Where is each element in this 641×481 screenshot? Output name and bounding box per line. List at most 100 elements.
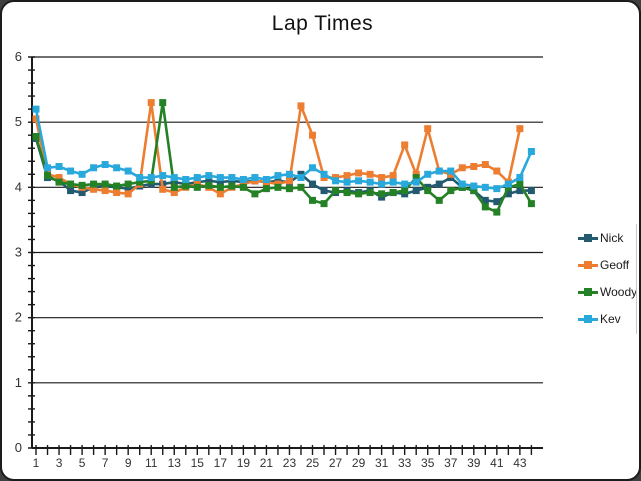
series-marker-geoff xyxy=(113,189,121,197)
series-marker-kev xyxy=(504,180,512,188)
y-tick-label: 3 xyxy=(15,245,22,260)
series-marker-woody xyxy=(78,181,86,189)
series-marker-woody xyxy=(239,183,247,191)
series-marker-woody xyxy=(159,99,167,107)
series-marker-kev xyxy=(67,167,75,175)
series-marker-nick xyxy=(124,185,132,193)
x-tick-label: 27 xyxy=(329,456,343,470)
legend-item-nick: Nick xyxy=(578,229,637,247)
series-marker-nick xyxy=(412,187,420,195)
series-marker-geoff xyxy=(366,170,374,178)
series-marker-woody xyxy=(309,196,317,204)
series-marker-kev xyxy=(470,182,478,190)
series-line-kev xyxy=(34,108,533,190)
series-marker-woody xyxy=(182,182,190,190)
series-marker-nick xyxy=(516,187,524,195)
series-marker-kev xyxy=(447,167,455,175)
series-marker-kev xyxy=(170,174,178,182)
series-marker-nick xyxy=(481,196,489,204)
series-marker-kev xyxy=(435,167,443,175)
series-marker-kev xyxy=(516,174,524,182)
series-marker-woody xyxy=(205,181,213,189)
series-marker-nick xyxy=(527,187,535,195)
series-marker-geoff xyxy=(401,141,409,149)
series-line-woody xyxy=(34,101,533,214)
series-marker-kev xyxy=(216,174,224,182)
kev-series-marker-icon xyxy=(578,314,598,324)
series-marker-kev xyxy=(101,161,109,169)
legend-item-geoff: Geoff xyxy=(578,256,637,274)
x-tick-label: 15 xyxy=(191,456,205,470)
series-marker-kev xyxy=(205,172,213,180)
series-marker-woody xyxy=(136,178,144,186)
series-marker-kev xyxy=(366,178,374,186)
x-tick-label: 35 xyxy=(421,456,435,470)
y-tick-label: 0 xyxy=(15,440,22,455)
series-marker-woody xyxy=(262,185,270,193)
series-marker-geoff xyxy=(124,190,132,198)
legend-item-kev: Kev xyxy=(578,310,637,328)
x-tick-label: 21 xyxy=(260,456,274,470)
series-marker-geoff xyxy=(355,169,363,177)
x-tick-label: 41 xyxy=(490,456,504,470)
x-tick-label: 17 xyxy=(214,456,228,470)
series-marker-nick xyxy=(504,190,512,198)
y-tick-label: 4 xyxy=(15,179,22,194)
series-marker-geoff xyxy=(343,172,351,180)
series-marker-geoff xyxy=(90,185,98,193)
x-tick-label: 1 xyxy=(33,456,40,470)
series-marker-kev xyxy=(32,105,40,113)
series-marker-kev xyxy=(401,180,409,188)
series-marker-nick xyxy=(435,180,443,188)
y-tick-label: 1 xyxy=(15,375,22,390)
x-tick-label: 11 xyxy=(145,456,158,470)
series-marker-geoff xyxy=(309,131,317,139)
series-marker-woody xyxy=(332,187,340,195)
series-marker-kev xyxy=(228,174,236,182)
series-marker-woody xyxy=(297,183,305,191)
series-marker-kev xyxy=(493,185,501,193)
x-tick-label: 25 xyxy=(306,456,320,470)
series-marker-woody xyxy=(389,189,397,197)
series-marker-geoff xyxy=(424,125,432,133)
series-marker-geoff xyxy=(470,162,478,170)
series-marker-woody xyxy=(343,189,351,197)
series-marker-geoff xyxy=(32,115,40,123)
series-marker-woody xyxy=(90,180,98,188)
legend-divider xyxy=(636,224,637,334)
x-tick-label: 5 xyxy=(79,456,86,470)
series-marker-woody xyxy=(470,187,478,195)
series-marker-kev xyxy=(274,172,282,180)
series-marker-woody xyxy=(412,174,420,182)
series-marker-kev xyxy=(113,164,121,172)
series-marker-woody xyxy=(170,183,178,191)
series-marker-kev xyxy=(124,167,132,175)
series-marker-kev xyxy=(332,177,340,185)
x-tick-label: 3 xyxy=(56,456,63,470)
x-tick-label: 19 xyxy=(237,456,251,470)
geoff-series-marker-icon xyxy=(578,260,598,270)
series-marker-nick xyxy=(205,177,213,185)
series-marker-geoff xyxy=(297,102,305,110)
series-marker-woody xyxy=(274,183,282,191)
x-tick-label: 7 xyxy=(102,456,109,470)
series-marker-woody xyxy=(516,180,524,188)
series-marker-woody xyxy=(481,203,489,211)
x-tick-label: 31 xyxy=(375,456,389,470)
series-marker-geoff xyxy=(159,185,167,193)
series-marker-nick xyxy=(493,198,501,206)
series-marker-woody xyxy=(527,200,535,208)
series-marker-kev xyxy=(78,170,86,178)
series-marker-kev xyxy=(193,174,201,182)
series-marker-woody xyxy=(251,190,259,198)
series-marker-kev xyxy=(527,147,535,155)
y-tick-label: 5 xyxy=(15,114,22,129)
series-marker-kev xyxy=(309,164,317,172)
x-tick-label: 9 xyxy=(125,456,132,470)
series-marker-nick xyxy=(216,178,224,186)
legend-item-woody: Woody xyxy=(578,283,637,301)
series-marker-woody xyxy=(216,183,224,191)
series-marker-kev xyxy=(458,180,466,188)
x-tick-label: 37 xyxy=(444,456,458,470)
